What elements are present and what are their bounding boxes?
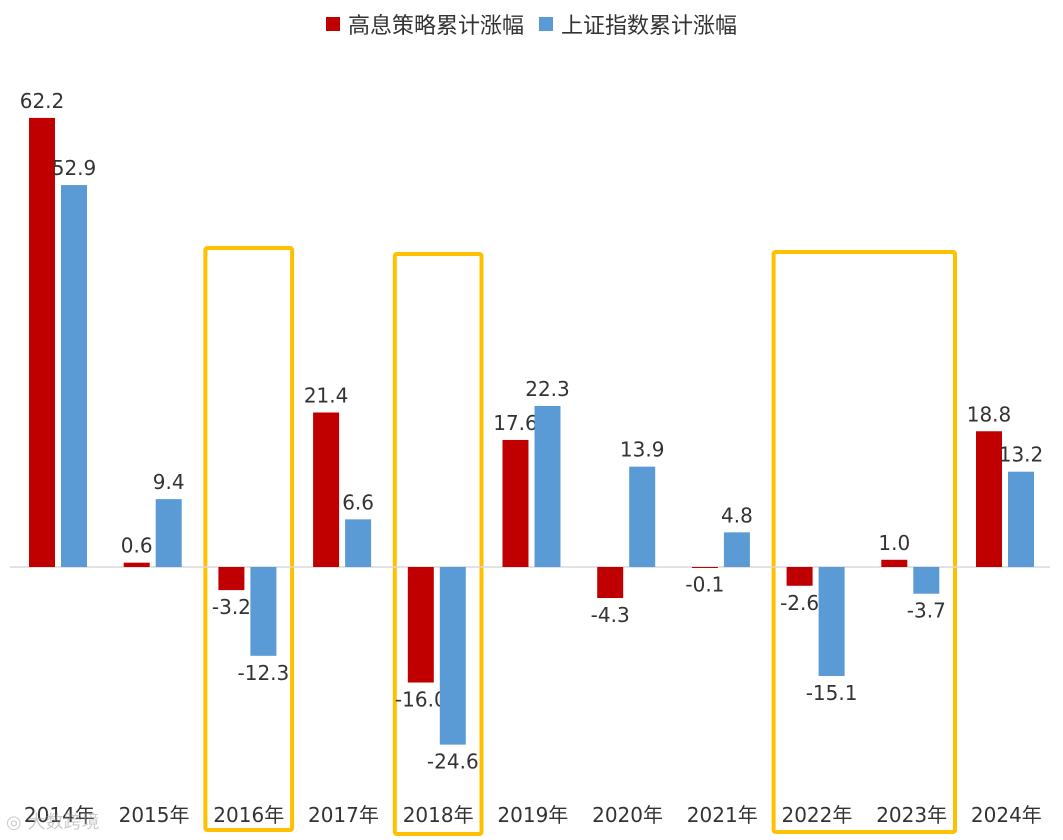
watermark: ◎ 大数跨境 — [6, 808, 99, 834]
legend-label: 高息策略累计涨幅 — [347, 14, 524, 39]
data-label: 62.2 — [20, 89, 65, 113]
x-tick-label: 2019年 — [497, 803, 568, 827]
data-label: 9.4 — [153, 470, 185, 494]
legend-swatch-red — [325, 17, 340, 31]
data-label: 6.6 — [342, 490, 374, 514]
highlight-box — [771, 250, 957, 834]
bar — [407, 567, 434, 683]
x-tick-label: 2020年 — [592, 803, 663, 827]
bar — [976, 431, 1002, 567]
data-label: -16.0 — [395, 688, 447, 712]
data-label: -2.6 — [780, 591, 819, 615]
x-tick-label: 2023年 — [876, 803, 947, 827]
bar — [29, 117, 55, 567]
highlight-box — [392, 252, 484, 836]
bar — [913, 567, 940, 594]
data-label: 1.0 — [878, 531, 910, 555]
x-tick-label: 2024年 — [971, 803, 1042, 827]
watermark-logo-icon: ◎ — [6, 812, 22, 833]
bar — [723, 532, 750, 567]
data-label: -0.1 — [685, 573, 724, 597]
bar — [1008, 471, 1034, 567]
bar — [123, 562, 150, 567]
legend: 高息策略累计涨幅 上证指数累计涨幅 — [0, 8, 1063, 40]
data-label: 17.6 — [493, 411, 538, 435]
data-label: 18.8 — [967, 402, 1012, 426]
bar — [818, 567, 845, 677]
bar — [502, 439, 529, 567]
data-label: -15.1 — [806, 681, 858, 705]
data-label: 13.2 — [999, 443, 1044, 467]
data-label: 22.3 — [525, 377, 570, 401]
data-label: -12.3 — [238, 661, 290, 685]
x-tick-label: 2022年 — [781, 803, 852, 827]
bar — [597, 567, 624, 599]
data-label: -4.3 — [591, 603, 630, 627]
bar — [534, 405, 561, 567]
bar — [61, 185, 87, 567]
x-tick-label: 2018年 — [403, 803, 474, 827]
x-tick-label: 2021年 — [687, 803, 758, 827]
bar — [155, 499, 182, 567]
data-label: -3.2 — [212, 595, 251, 619]
legend-label: 上证指数累计涨幅 — [561, 14, 738, 39]
highlight-box — [203, 246, 295, 832]
legend-item-shanghai-index: 上证指数累计涨幅 — [539, 8, 737, 40]
data-label: -24.6 — [427, 750, 479, 774]
data-label: 4.8 — [721, 503, 753, 527]
data-label: -3.7 — [907, 599, 946, 623]
bar — [881, 559, 908, 567]
x-tick-label: 2017年 — [308, 803, 379, 827]
bar — [629, 466, 656, 567]
x-tick-label: 2014年 — [24, 803, 95, 827]
bar — [345, 519, 372, 567]
bar — [218, 567, 245, 591]
bar — [313, 412, 340, 567]
data-label: 13.9 — [620, 438, 665, 462]
x-tick-label: 2015年 — [119, 803, 190, 827]
data-label: 21.4 — [304, 383, 349, 407]
bar — [786, 567, 813, 586]
bar — [439, 567, 466, 745]
x-tick-label: 2016年 — [213, 803, 284, 827]
bar — [691, 567, 718, 568]
watermark-text: 大数跨境 — [27, 812, 100, 833]
bar — [250, 567, 277, 656]
data-label: 0.6 — [121, 534, 153, 558]
legend-item-high-dividend: 高息策略累计涨幅 — [325, 8, 524, 40]
legend-swatch-blue — [539, 17, 553, 31]
data-label: 52.9 — [52, 156, 97, 180]
